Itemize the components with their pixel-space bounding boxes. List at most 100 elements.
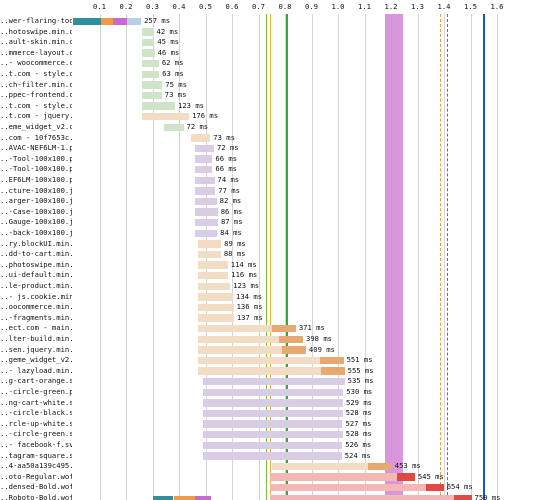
request-label[interactable]: ..densed-Bold.woff2 <box>0 482 72 492</box>
request-label[interactable]: ..com - 10f7653c.js <box>0 132 72 142</box>
request-bar[interactable] <box>197 250 221 259</box>
request-bar[interactable] <box>202 399 344 407</box>
request-label[interactable]: ..oocommerce.min.js <box>0 302 72 312</box>
request-label[interactable]: ..-Tool-100x100.png <box>0 164 72 174</box>
request-label[interactable]: ..rcle-up-white.svg <box>0 418 72 428</box>
request-duration: 530 ms <box>346 387 373 396</box>
request-bar[interactable] <box>202 430 343 439</box>
request-bar[interactable] <box>197 335 304 344</box>
request-label[interactable]: ..- lazyload.min.js <box>0 365 72 375</box>
request-bar[interactable] <box>142 112 190 121</box>
request-label[interactable]: ..t.com - jquery.js <box>0 111 72 121</box>
request-bar[interactable] <box>190 134 211 142</box>
request-duration: 453 ms <box>394 461 421 471</box>
request-bar[interactable] <box>164 123 184 132</box>
request-bar[interactable] <box>194 165 213 174</box>
request-duration: 409 ms <box>308 344 335 354</box>
row-stripe <box>0 47 535 59</box>
request-bar[interactable] <box>202 377 345 386</box>
request-bar[interactable] <box>142 49 155 57</box>
request-bar[interactable] <box>194 218 218 227</box>
request-bar[interactable] <box>197 293 234 301</box>
request-label[interactable]: ..AVAC-NEF6LM-1.png <box>0 143 72 153</box>
request-label[interactable]: ..ault-skin.min.css <box>0 37 72 47</box>
request-bar[interactable] <box>202 420 343 428</box>
request-bar[interactable] <box>270 473 415 481</box>
request-label[interactable]: ..lter-build.min.js <box>0 334 72 343</box>
request-label[interactable]: ..eme_widget_v2.css <box>0 122 72 131</box>
request-bar[interactable] <box>197 271 229 280</box>
request-label[interactable]: ..-circle-black.svg <box>0 408 72 418</box>
request-bar[interactable] <box>197 282 231 291</box>
request-bar[interactable] <box>194 187 216 195</box>
request-bar[interactable] <box>202 452 342 460</box>
request-bar[interactable] <box>194 144 214 153</box>
request-label[interactable]: ..ppec-frontend.css <box>0 90 72 100</box>
request-label[interactable]: ..le-product.min.js <box>0 281 72 290</box>
request-label[interactable]: ..-back-100x100.jpg <box>0 228 72 237</box>
axis-tick-label: 0.1 <box>93 2 106 11</box>
request-label[interactable]: ..- facebook-f.svg <box>0 440 72 449</box>
request-label[interactable]: ..t.com - style.css <box>0 100 72 110</box>
request-label[interactable]: ..mmerce-layout.css <box>0 47 72 57</box>
request-bar[interactable] <box>197 324 296 333</box>
request-bar[interactable] <box>194 155 213 163</box>
request-bar[interactable] <box>194 208 218 216</box>
request-bar[interactable] <box>197 314 234 322</box>
request-label[interactable]: ..EF6LM-100x100.png <box>0 175 72 184</box>
request-label[interactable]: ..g-cart-orange.svg <box>0 376 72 386</box>
request-label[interactable]: ..-circle-green.png <box>0 387 72 396</box>
request-label[interactable]: ..wer-flaring-tool/ <box>0 16 72 25</box>
request-bar[interactable] <box>194 176 215 185</box>
request-bar[interactable] <box>202 441 343 450</box>
request-label[interactable]: ..t.com - style.css <box>0 69 72 78</box>
request-label[interactable]: ..geme_widget_v2.js <box>0 355 72 365</box>
request-bar[interactable] <box>197 346 306 354</box>
request-label[interactable]: ..oto-Regular.woff2 <box>0 471 72 481</box>
request-label[interactable]: ..dd-to-cart.min.js <box>0 249 72 259</box>
request-label[interactable]: ..4-aa50a139c495.js <box>0 461 72 471</box>
request-bar[interactable] <box>270 483 444 492</box>
request-label[interactable]: ..photoswipe.min.js <box>0 259 72 269</box>
request-label[interactable]: ..-fragments.min.js <box>0 312 72 322</box>
request-bar[interactable] <box>142 28 154 36</box>
request-bar[interactable] <box>197 261 228 269</box>
request-label[interactable]: ..ch-filter.min.css <box>0 79 72 89</box>
request-label[interactable]: ..-circle-green.svg <box>0 429 72 439</box>
request-duration: 73 ms <box>213 132 235 142</box>
request-label[interactable]: ..- js.cookie.min.js <box>0 291 72 301</box>
request-label[interactable]: ..-Case-100x100.jpg <box>0 206 72 216</box>
request-bar[interactable] <box>271 462 392 471</box>
request-duration: 137 ms <box>236 312 263 322</box>
request-label[interactable]: ..hotoswipe.min.css <box>0 26 72 36</box>
request-bar[interactable] <box>197 356 344 365</box>
request-label[interactable]: ..ry.blockUI.min.js <box>0 238 72 248</box>
request-bar[interactable] <box>142 91 162 100</box>
request-label[interactable]: ..ng-cart-white.svg <box>0 397 72 407</box>
request-label[interactable]: ..- woocommerce.css <box>0 58 72 68</box>
request-bar[interactable] <box>194 197 217 206</box>
request-bar[interactable] <box>270 494 472 500</box>
request-bar[interactable] <box>142 81 163 89</box>
request-label[interactable]: ..Gauge-100x100.jpg <box>0 217 72 227</box>
request-bar[interactable] <box>142 102 176 110</box>
request-bar[interactable] <box>197 303 234 312</box>
request-bar[interactable] <box>142 59 159 68</box>
request-bar[interactable] <box>142 38 155 47</box>
request-bar[interactable] <box>197 367 345 375</box>
request-label[interactable]: ..cture-100x100.jpg <box>0 185 72 195</box>
request-bar[interactable] <box>197 240 222 248</box>
request-label[interactable]: ..Roboto-Bold.woff2 <box>0 493 72 500</box>
request-label[interactable]: ..sen.jquery.min.js <box>0 344 72 354</box>
request-label[interactable]: ..-Tool-100x100.png <box>0 153 72 163</box>
request-label[interactable]: ..ui-default.min.js <box>0 270 72 280</box>
request-label[interactable]: ..tagram-square.svg <box>0 450 72 460</box>
request-label[interactable]: ..ect.com - main.js <box>0 323 72 333</box>
request-duration: 398 ms <box>306 334 332 343</box>
request-bar[interactable] <box>142 70 160 79</box>
request-bar[interactable] <box>194 229 218 238</box>
request-label[interactable]: ..arger-100x100.jpg <box>0 196 72 206</box>
axis-tick-label: 0.3 <box>146 2 159 11</box>
request-bar[interactable] <box>202 388 344 397</box>
request-bar[interactable] <box>202 409 343 418</box>
